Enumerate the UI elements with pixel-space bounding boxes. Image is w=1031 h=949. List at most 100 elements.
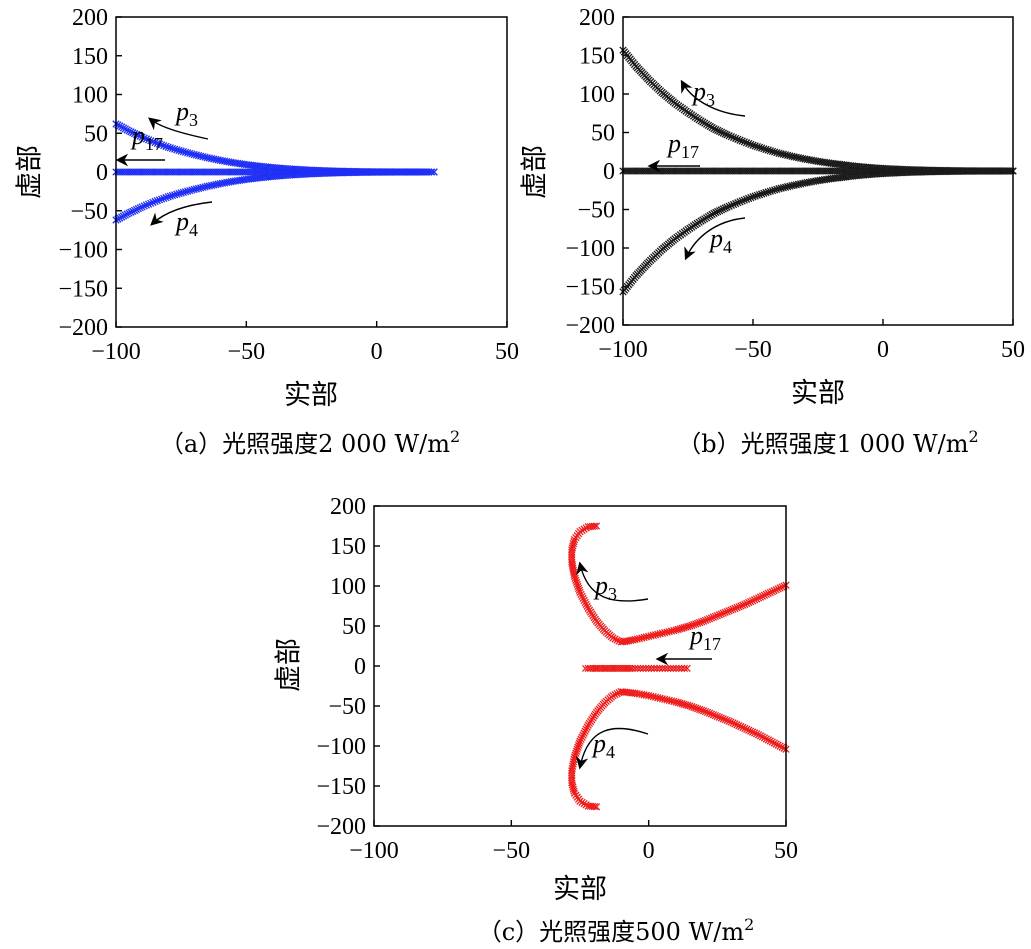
- data-point-p4: [734, 199, 742, 207]
- data-point-p3: [768, 147, 777, 156]
- data-point-p3: [147, 137, 155, 145]
- data-point-p4: [170, 191, 179, 199]
- data-point-p3: [772, 586, 780, 594]
- data-point-p4: [756, 732, 765, 740]
- data-point-p3: [749, 141, 757, 149]
- data-point-p17: [666, 664, 675, 673]
- data-point-p4: [160, 194, 168, 203]
- data-point-p4: [199, 183, 207, 192]
- y-tick-label: −100: [58, 238, 108, 264]
- data-point-p17: [683, 664, 691, 673]
- data-point-p4: [184, 187, 192, 195]
- data-point-p4: [773, 185, 781, 194]
- data-point-p4: [707, 710, 716, 718]
- data-point-p3: [129, 129, 137, 137]
- data-point-p4: [175, 189, 183, 198]
- data-point-p4: [764, 736, 773, 744]
- data-point-p4: [721, 204, 729, 212]
- y-tick-label: 150: [72, 44, 108, 70]
- data-point-p4: [709, 711, 718, 719]
- data-point-p4: [740, 196, 748, 204]
- data-point-p4: [768, 738, 776, 746]
- data-point-p17: [609, 664, 617, 672]
- data-point-p3: [177, 147, 185, 155]
- data-point-p4: [736, 198, 744, 206]
- plot-frame-a: [115, 16, 508, 328]
- data-point-p3: [740, 138, 748, 146]
- data-point-p3: [615, 637, 623, 645]
- annotation-p4-c: p4: [591, 729, 615, 762]
- data-point-p3: [758, 144, 766, 152]
- data-point-p4: [721, 715, 729, 724]
- data-point-p4: [573, 745, 581, 753]
- data-point-p4: [751, 192, 759, 200]
- data-point-p4: [747, 193, 755, 202]
- data-point-p3: [743, 599, 751, 608]
- y-tick-label: 200: [330, 494, 366, 520]
- data-point-p3: [160, 141, 168, 150]
- data-point-p4: [197, 184, 205, 192]
- data-point-p4: [568, 779, 576, 787]
- data-point-p4: [674, 698, 682, 707]
- data-point-p3: [125, 127, 133, 135]
- data-point-p4: [758, 733, 767, 741]
- data-point-p3: [568, 546, 576, 554]
- data-point-p3: [745, 598, 753, 607]
- data-point-p4: [703, 708, 712, 717]
- data-point-p4: [580, 729, 588, 737]
- data-point-p3: [721, 130, 729, 138]
- data-point-p4: [739, 723, 747, 732]
- data-point-p3: [709, 613, 718, 621]
- points-layer-c: [568, 522, 790, 811]
- arrow-p4-b: [684, 217, 746, 261]
- data-point-p4: [760, 734, 769, 742]
- data-point-p4: [745, 194, 753, 203]
- data-point-p17: [675, 664, 683, 673]
- data-point-p3: [190, 150, 198, 159]
- data-point-p3: [711, 612, 720, 621]
- data-point-p4: [574, 743, 582, 751]
- y-tick-label: −150: [565, 275, 615, 301]
- data-point-p4: [755, 191, 764, 199]
- y-tick-label: 50: [342, 614, 366, 640]
- y-tick-label: −200: [565, 313, 615, 339]
- data-point-p4: [766, 737, 774, 745]
- data-point-p4: [725, 202, 733, 210]
- data-point-p3: [725, 607, 733, 615]
- data-point-p3: [184, 149, 192, 157]
- data-point-p3: [715, 127, 724, 135]
- data-point-p4: [173, 190, 181, 198]
- y-tick-label: −200: [316, 814, 366, 840]
- data-point-p3: [151, 138, 159, 147]
- arrow-p3-b: [680, 79, 746, 117]
- data-point-p3: [697, 618, 706, 626]
- tick-layer-b: −100 −50 0 50 200 150 100 50 0 −50 −100 −150 −200: [565, 5, 1025, 363]
- data-point-p3: [574, 584, 583, 593]
- data-point-p4: [584, 721, 592, 729]
- x-tick-label: 50: [774, 838, 798, 864]
- data-point-p3: [674, 625, 682, 634]
- data-point-p4: [699, 707, 708, 715]
- data-point-p4: [743, 725, 751, 733]
- data-point-p17: [661, 664, 669, 673]
- data-point-p3: [170, 145, 179, 153]
- data-point-p17: [645, 664, 653, 673]
- data-point-p4: [694, 705, 702, 713]
- data-point-p4: [727, 718, 735, 726]
- x-tick-label: 0: [877, 337, 889, 363]
- points-layer-a: [112, 120, 438, 224]
- data-point-p3: [747, 597, 755, 606]
- y-tick-label: 100: [579, 82, 615, 108]
- data-point-p4: [697, 706, 706, 714]
- data-point-p3: [719, 129, 727, 137]
- data-point-p4: [731, 720, 739, 728]
- data-point-p4: [747, 727, 755, 735]
- data-point-p4: [729, 719, 737, 727]
- chart-panel-b: −100 −50 0 50 200 150 100 50 0 −50 −100 −150 −200 虚部…: [520, 5, 1026, 458]
- data-point-p4: [611, 690, 619, 699]
- data-point-p4: [577, 735, 585, 743]
- data-point-p4: [590, 802, 599, 811]
- data-point-p4: [750, 729, 759, 737]
- annotation-p17-c: p17: [688, 621, 721, 654]
